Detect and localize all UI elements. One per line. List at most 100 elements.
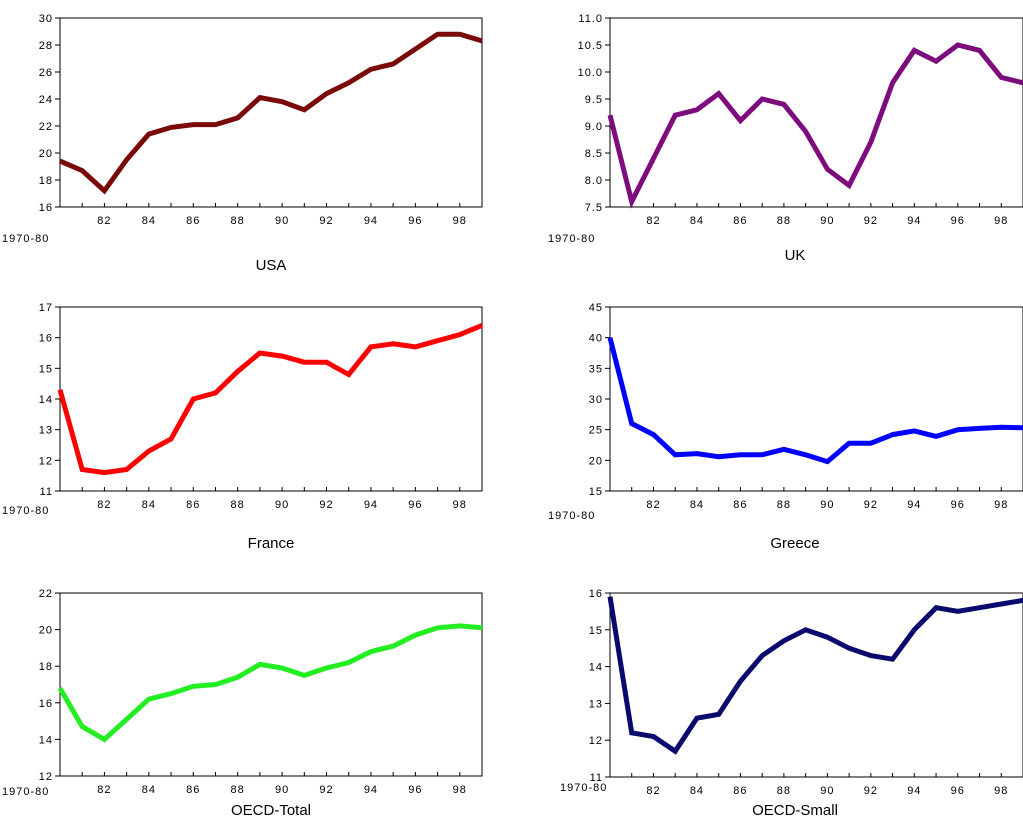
y-tick-label: 22 (39, 588, 53, 600)
y-tick-label: 16 (39, 202, 53, 214)
y-tick-label: 14 (589, 662, 603, 674)
x-tick-label: 86 (186, 784, 200, 796)
plot-frame (59, 306, 483, 492)
x-tick-label: 98 (453, 784, 467, 796)
y-tick-label: 16 (39, 333, 53, 345)
y-tick-label: 11 (40, 486, 53, 498)
panel-oecd-small: 11 12 13 14 15 16 82 84 86 88 90 92 94 96 98 1970-80 OEC… (560, 588, 1023, 819)
x-tick-label: 96 (951, 785, 965, 797)
panel-usa: 16 18 20 22 24 26 28 30 82 84 86 88 90 92 94 96 98 1970-8… (2, 13, 483, 274)
y-tick-label: 40 (589, 333, 603, 345)
base-period-label: 1970-80 (2, 786, 49, 798)
series-line (57, 623, 483, 743)
panel-title: UK (785, 247, 806, 264)
y-tick-label: 25 (589, 425, 603, 437)
plot-frame (609, 306, 1023, 492)
x-tick-label: 88 (231, 215, 245, 227)
x-tick-label: 82 (646, 215, 660, 227)
x-tick-label: 96 (408, 499, 422, 511)
x-tick-label: 86 (733, 215, 747, 227)
y-tick-label: 12 (39, 455, 53, 467)
panel-title: Greece (770, 535, 819, 552)
x-tick-label: 98 (453, 499, 467, 511)
x-tick-label: 92 (319, 784, 333, 796)
y-tick-label: 45 (589, 302, 603, 314)
panel-title: OECD-Total (231, 802, 311, 819)
y-tick-label: 14 (39, 734, 53, 746)
x-tick-label: 88 (777, 785, 791, 797)
base-period-label: 1970-80 (560, 782, 607, 794)
x-tick-label: 88 (777, 499, 791, 511)
x-tick-label: 98 (994, 785, 1008, 797)
x-tick-label: 98 (453, 215, 467, 227)
x-tick-label: 90 (275, 499, 289, 511)
x-tick-label: 92 (319, 215, 333, 227)
base-period-label: 1970-80 (2, 233, 49, 245)
x-tick-label: 82 (97, 784, 111, 796)
x-tick-label: 84 (690, 215, 704, 227)
y-tick-label: 20 (589, 455, 603, 467)
series-line (607, 337, 1023, 465)
x-tick-label: 82 (97, 499, 111, 511)
y-tick-label: 10.5 (578, 40, 603, 52)
y-tick-label: 9.5 (585, 94, 603, 106)
y-tick-label: 18 (39, 175, 53, 187)
y-tick-label: 12 (39, 771, 53, 783)
x-tick-label: 98 (994, 499, 1008, 511)
x-tick-label: 94 (364, 784, 378, 796)
x-tick-label: 86 (186, 215, 200, 227)
plot-frame (609, 17, 1023, 208)
x-tick-label: 90 (275, 784, 289, 796)
x-tick-label: 90 (820, 499, 834, 511)
series-line (607, 596, 1023, 755)
x-tick-label: 90 (820, 215, 834, 227)
x-tick-label: 86 (733, 499, 747, 511)
panel-oecd-total: 12 14 16 18 20 22 82 84 86 88 90 92 94 96 98 1970-80 OEC… (2, 588, 483, 819)
x-tick-label: 88 (231, 784, 245, 796)
series-line (607, 42, 1023, 209)
y-tick-label: 15 (589, 486, 603, 498)
x-tick-label: 82 (97, 215, 111, 227)
y-tick-label: 24 (39, 94, 53, 106)
x-tick-label: 86 (733, 785, 747, 797)
x-tick-label: 90 (275, 215, 289, 227)
y-tick-label: 26 (39, 67, 53, 79)
panel-title: USA (256, 257, 287, 274)
y-tick-label: 16 (589, 588, 603, 600)
x-tick-label: 84 (690, 785, 704, 797)
base-period-label: 1970-80 (548, 233, 595, 245)
x-tick-label: 88 (777, 215, 791, 227)
x-tick-label: 94 (907, 499, 921, 511)
x-tick-label: 92 (864, 499, 878, 511)
x-tick-label: 94 (907, 785, 921, 797)
x-tick-label: 92 (319, 499, 333, 511)
x-tick-label: 90 (820, 785, 834, 797)
plot-frame (59, 17, 483, 208)
y-tick-label: 12 (589, 735, 603, 747)
y-tick-label: 20 (39, 148, 53, 160)
x-tick-label: 92 (864, 785, 878, 797)
y-tick-label: 18 (39, 661, 53, 673)
y-tick-label: 30 (39, 13, 53, 25)
base-period-label: 1970-80 (2, 505, 49, 517)
y-tick-label: 35 (589, 363, 603, 375)
y-tick-label: 30 (589, 394, 603, 406)
plot-frame (59, 592, 483, 777)
y-tick-label: 11.0 (578, 13, 603, 25)
y-tick-label: 28 (39, 40, 53, 52)
x-tick-label: 86 (186, 499, 200, 511)
y-tick-label: 9.0 (585, 121, 603, 133)
x-tick-label: 94 (364, 215, 378, 227)
x-tick-label: 92 (864, 215, 878, 227)
y-tick-label: 10.0 (578, 67, 603, 79)
y-tick-label: 7.5 (585, 202, 603, 214)
panel-title: France (248, 535, 295, 552)
x-tick-label: 96 (951, 499, 965, 511)
y-tick-label: 22 (39, 121, 53, 133)
x-tick-label: 96 (408, 784, 422, 796)
x-tick-label: 88 (231, 499, 245, 511)
x-tick-label: 84 (690, 499, 704, 511)
y-tick-label: 20 (39, 625, 53, 637)
x-tick-label: 82 (646, 785, 660, 797)
